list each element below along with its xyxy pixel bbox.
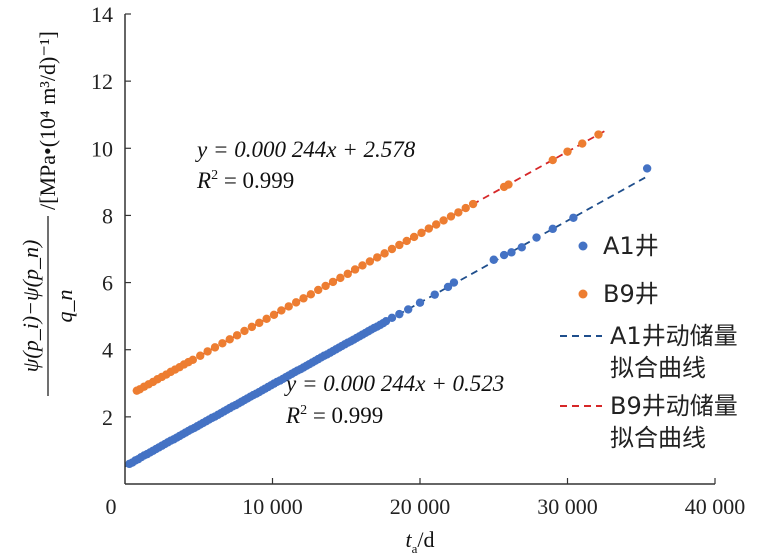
- legend-a1-label: A1井: [603, 232, 659, 260]
- b9-data-point: [203, 347, 211, 355]
- y-tick-label: 14: [91, 2, 113, 27]
- b9-data-point: [395, 241, 403, 249]
- y-axis-label-unit: /[MPa•(10⁴ m³/d)⁻¹]: [35, 31, 60, 210]
- b9-data-point: [262, 315, 270, 323]
- chart: 2 4 6 8 10 12 14 0 10 000 20 000 30 000 40 000 y =…: [0, 0, 767, 560]
- legend-a1-marker: [579, 242, 588, 251]
- b9-data-point: [380, 249, 388, 257]
- annotation-a1-equation: y = 0.000 244x + 0.523: [284, 371, 504, 396]
- a1-data-point: [532, 233, 540, 241]
- y-tick-label: 6: [102, 271, 113, 296]
- y-tick-label: 2: [102, 405, 113, 430]
- a1-data-point: [490, 256, 498, 264]
- x-tick-label: 20 000: [390, 494, 451, 519]
- legend-b9-fit-label-line2: 拟合曲线: [610, 424, 706, 452]
- annotation-a1-r2-label: R: [285, 403, 300, 428]
- a1-data-point: [404, 305, 412, 313]
- x-tick-label: 30 000: [537, 494, 598, 519]
- legend-b9-label: B9井: [603, 280, 659, 308]
- b9-data-point: [218, 339, 226, 347]
- legend: A1井 B9井 A1井动储量 拟合曲线 B9井动储量 拟合曲线: [560, 232, 738, 452]
- x-axis-label-unit: /d: [417, 527, 434, 552]
- b9-data-point: [248, 323, 256, 331]
- b9-data-point: [344, 270, 352, 278]
- b9-data-point: [233, 331, 241, 339]
- b9-data-point: [366, 257, 374, 265]
- b9-data-point: [277, 306, 285, 314]
- b9-data-point: [240, 327, 248, 335]
- annotation-b9-r2-sup: 2: [211, 168, 218, 183]
- a1-data-point: [431, 290, 439, 298]
- b9-data-point: [549, 156, 557, 164]
- a1-data-point: [569, 214, 577, 222]
- x-tick-label: 40 000: [685, 494, 746, 519]
- a1-data-point: [643, 164, 651, 172]
- b9-data-point: [314, 286, 322, 294]
- legend-b9-fit-label-line1: B9井动储量: [610, 392, 738, 420]
- annotation-a1-r2: R2 = 0.999: [285, 403, 383, 428]
- b9-data-point: [469, 200, 477, 208]
- b9-data-point: [189, 356, 197, 364]
- b9-data-point: [255, 319, 263, 327]
- b9-data-point: [425, 224, 433, 232]
- x-axis-label: ta/d: [405, 527, 434, 556]
- b9-data-point: [351, 265, 359, 273]
- b9-data-point: [432, 220, 440, 228]
- y-axis-label-denominator: q_n: [52, 290, 77, 323]
- b9-data-point: [292, 298, 300, 306]
- legend-a1-fit-label-line1: A1井动储量: [610, 322, 738, 350]
- b9-data-point: [270, 311, 278, 319]
- b9-data-point: [454, 208, 462, 216]
- b9-data-point: [373, 253, 381, 261]
- a1-data-point: [507, 248, 515, 256]
- b9-data-point: [358, 261, 366, 269]
- annotation-b9-r2: R2 = 0.999: [196, 168, 294, 193]
- b9-data-point: [299, 294, 307, 302]
- x-tick-label: 10 000: [242, 494, 303, 519]
- y-tick-label: 12: [91, 69, 113, 94]
- b9-data-point: [417, 229, 425, 237]
- b9-data-point: [388, 245, 396, 253]
- a1-data-point: [388, 314, 396, 322]
- b9-data-point: [196, 352, 204, 360]
- b9-data-point: [329, 278, 337, 286]
- series-a1-points: [125, 164, 651, 468]
- x-tick-label: 0: [106, 494, 117, 519]
- b9-data-point: [211, 343, 219, 351]
- y-axis-label-numerator: ψ(p_i)−ψ(p_n): [18, 240, 43, 373]
- b9-data-point: [594, 130, 602, 138]
- b9-data-point: [578, 139, 586, 147]
- y-axis-label: ψ(p_i)−ψ(p_n) q_n /[MPa•(10⁴ m³/d)⁻¹]: [18, 31, 77, 396]
- a1-data-point: [450, 278, 458, 286]
- b9-data-point: [307, 290, 315, 298]
- a1-data-point: [500, 251, 508, 259]
- annotation-b9-r2-value: = 0.999: [218, 168, 294, 193]
- y-tick-label: 10: [91, 136, 113, 161]
- legend-b9-marker: [579, 290, 588, 299]
- annotation-a1-r2-sup: 2: [300, 403, 307, 418]
- a1-data-point: [549, 225, 557, 233]
- a1-data-point: [395, 310, 403, 318]
- y-tick-label: 4: [102, 338, 113, 363]
- b9-data-point: [226, 335, 234, 343]
- annotation-a1-r2-value: = 0.999: [307, 403, 383, 428]
- annotation-b9-r2-label: R: [196, 168, 211, 193]
- b9-data-point: [439, 216, 447, 224]
- annotation-b9-equation: y = 0.000 244x + 2.578: [195, 137, 416, 162]
- annotation-a1: y = 0.000 244x + 0.523 R2 = 0.999: [284, 371, 504, 428]
- b9-data-point: [285, 302, 293, 310]
- legend-a1-fit-label-line2: 拟合曲线: [610, 354, 706, 382]
- b9-data-point: [336, 274, 344, 282]
- b9-data-point: [447, 212, 455, 220]
- annotation-b9: y = 0.000 244x + 2.578 R2 = 0.999: [195, 137, 416, 193]
- b9-data-point: [462, 204, 470, 212]
- a1-data-point: [518, 243, 526, 251]
- b9-data-point: [321, 282, 329, 290]
- b9-data-point: [410, 233, 418, 241]
- a1-data-point: [416, 299, 424, 307]
- b9-data-point: [504, 180, 512, 188]
- b9-data-point: [403, 237, 411, 245]
- y-tick-label: 8: [102, 203, 113, 228]
- b9-data-point: [563, 147, 571, 155]
